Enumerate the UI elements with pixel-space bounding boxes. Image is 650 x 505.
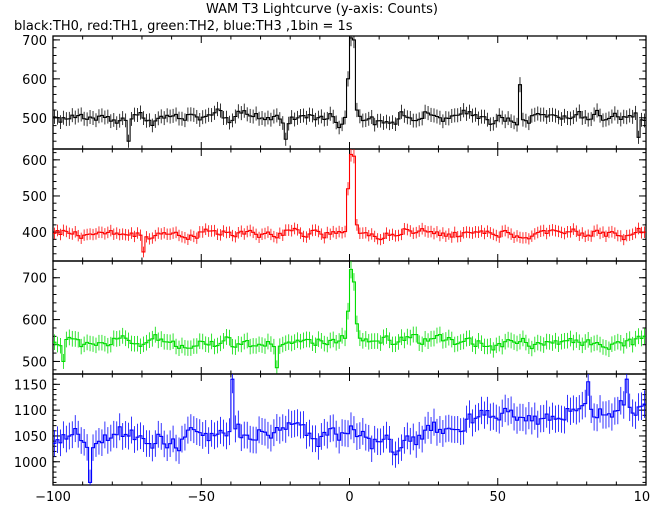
chart-title: WAM T3 Lightcurve (y-axis: Counts) [206, 2, 438, 17]
panel-th3: 1000 1050 1100 1150 [14, 373, 647, 486]
panels-group: 5006007004005006005006007001000105011001… [14, 34, 647, 486]
y-tick-label: 1050 [14, 430, 47, 445]
x-tick-label: −100 [35, 490, 71, 505]
x-axis: −100 −50 0 50 100 [35, 490, 650, 505]
panel-th1: 400 500 600 [22, 148, 647, 262]
y-tick-label: 1000 [14, 456, 47, 471]
series-th2 [53, 261, 646, 374]
lightcurve-line [53, 153, 646, 253]
series-th1 [53, 149, 646, 258]
chart-subtitle: black:TH0, red:TH1, green:TH2, blue:TH3 … [14, 19, 353, 34]
series-th3 [53, 374, 646, 485]
x-tick-label: 100 [634, 490, 650, 505]
y-tick-label: 600 [22, 73, 47, 88]
lightcurve-line [53, 268, 646, 369]
panel-th0: 500 600 700 [22, 34, 647, 150]
lightcurve-line [53, 378, 646, 483]
y-tick-label: 600 [22, 154, 47, 169]
y-tick-label: 1150 [14, 378, 47, 393]
lightcurve-line [53, 37, 646, 142]
panel-th2: 500 600 700 [22, 260, 647, 375]
y-tick-label: 1100 [14, 404, 47, 419]
y-tick-label: 500 [22, 355, 47, 370]
x-tick-label: −50 [188, 490, 215, 505]
series-th0 [53, 36, 646, 148]
y-tick-label: 700 [22, 34, 47, 49]
y-tick-label: 500 [22, 112, 47, 127]
y-tick-label: 600 [22, 314, 47, 329]
x-tick-label: 0 [345, 490, 353, 505]
y-tick-label: 400 [22, 226, 47, 241]
x-tick-label: 50 [489, 490, 506, 505]
y-tick-label: 700 [22, 272, 47, 287]
y-tick-label: 500 [22, 190, 47, 205]
